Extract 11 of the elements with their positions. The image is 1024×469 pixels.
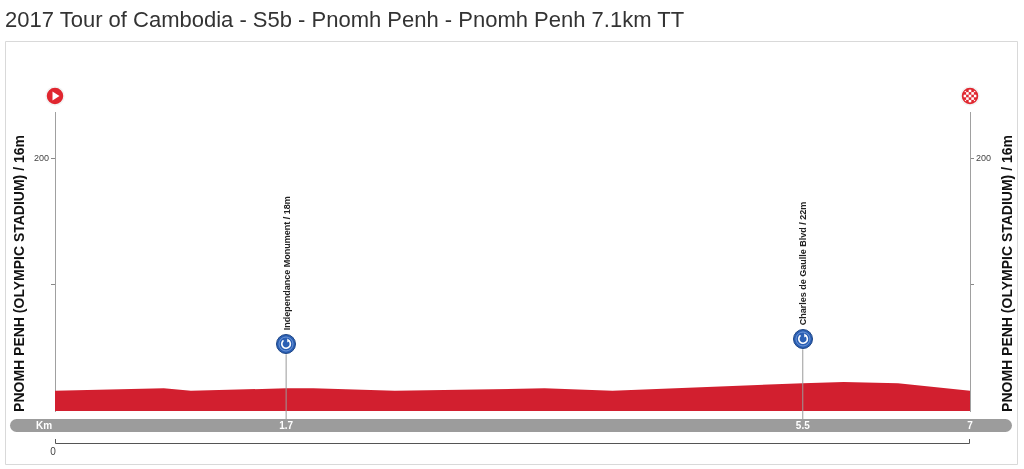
x-tick-label: 5.5: [795, 419, 811, 431]
text: 0: [50, 445, 57, 457]
x-tick-label: 1.7: [279, 419, 294, 431]
x-axis-title: Km: [35, 419, 53, 431]
text: 200: [33, 153, 49, 164]
ref-line-label: Charles de Gaulle Blvd / 22m: [798, 201, 809, 326]
chart-title: 2017 Tour of Cambodia - S5b - Pnomh Penh - Pnomh Penh 7.1km TT: [5, 7, 685, 32]
x-tick-label: 7: [967, 419, 974, 431]
y-axis-title: PNOMH PENH (OLYMPIC STADIUM) / 16m: [10, 135, 27, 412]
ref-line-label: Independance Monument / 18m: [281, 196, 292, 331]
y2-axis-title: PNOMH PENH (OLYMPIC STADIUM) / 16m: [998, 135, 1015, 412]
